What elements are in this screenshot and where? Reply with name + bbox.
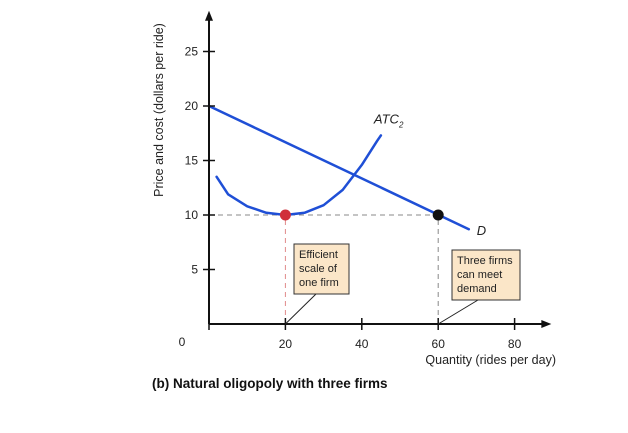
chart-caption: (b) Natural oligopoly with three firms [152, 376, 388, 391]
y-tick-label-5: 5 [191, 263, 198, 277]
y-tick-label-10: 10 [185, 208, 199, 222]
annotation-text-0-1: scale of [299, 263, 338, 275]
annotation-text-0-2: one firm [299, 277, 339, 289]
annotations: Efficient scale of one firm Three firms can … [285, 243, 521, 325]
x-tick-label-80: 80 [508, 337, 522, 351]
annotation-box-1 [451, 249, 521, 301]
curves [207, 104, 471, 231]
annotation-leader-0 [285, 293, 317, 325]
y-axis-arrow [205, 10, 213, 21]
reference-lines [209, 214, 439, 324]
x-tick-label-60: 60 [432, 337, 446, 351]
y-axis-title: Price and cost (dollars per ride) [152, 23, 166, 197]
y-tick-label-15: 15 [185, 154, 199, 168]
series-d-curve [207, 104, 471, 231]
series-atc-label: ATC2 [373, 111, 404, 129]
annotation-text-1-1: can meet [457, 269, 502, 281]
x-tick-label-20: 20 [279, 337, 293, 351]
annotation-leader-1 [437, 299, 479, 325]
x-tick-label-40: 40 [355, 337, 369, 351]
point-0 [279, 209, 291, 221]
annotation-text-1-0: Three firms [457, 255, 513, 267]
annotation-text-0-0: Efficient [299, 249, 338, 261]
y-tick-label-25: 25 [185, 45, 199, 59]
x-axis-title: Quantity (rides per day) [425, 353, 556, 367]
x-axis-arrow [541, 320, 552, 328]
point-1 [432, 209, 444, 221]
origin-label: 0 [179, 335, 186, 349]
series-d-label: D [477, 223, 486, 238]
data-points [279, 209, 444, 221]
annotation-text-1-2: demand [457, 283, 497, 295]
labels: 20 40 60 80 0 5 10 15 20 25 Quantity (rides per da… [152, 23, 556, 367]
y-tick-label-20: 20 [185, 99, 199, 113]
series-atc-curve [215, 134, 383, 217]
annotation-box-0 [293, 243, 350, 295]
